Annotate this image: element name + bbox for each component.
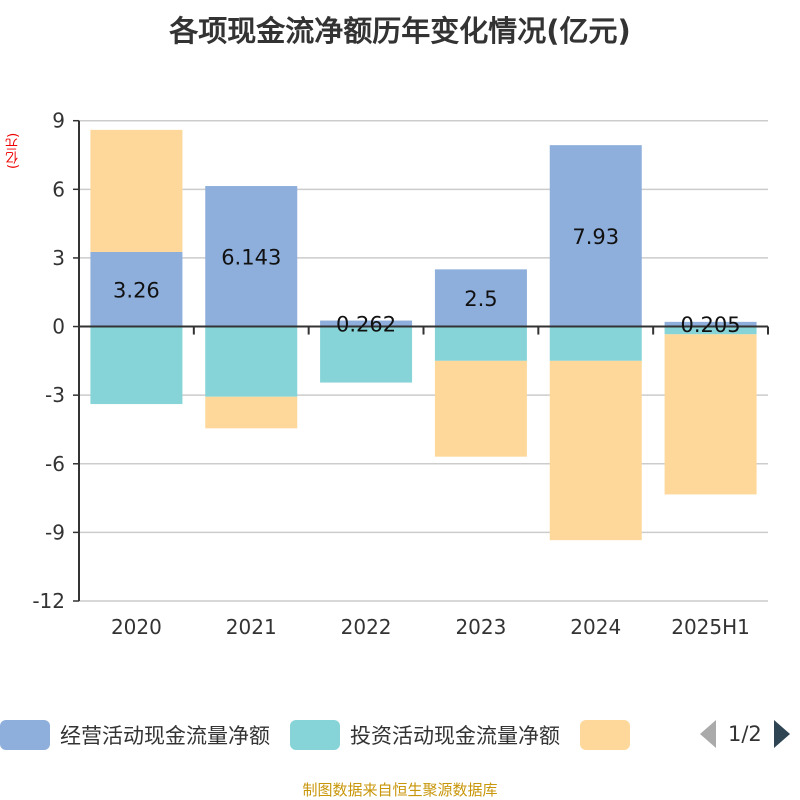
legend-swatch — [580, 720, 630, 750]
data-label: 0.205 — [681, 313, 741, 337]
legend-page-indicator: 1/2 — [728, 722, 762, 746]
bar-0-2023 — [434, 269, 527, 327]
prev-page-icon[interactable] — [700, 720, 716, 748]
bar-1-2021 — [205, 326, 298, 397]
legend-swatch — [0, 720, 50, 750]
bar-2-2023 — [434, 360, 527, 457]
plot-area: 9 6 3 0 -3 -6 -9 -12 2020 2021 2022 2023 2024 2025H1 3… — [32, 109, 769, 639]
bar-1-2024 — [549, 326, 642, 361]
data-label: 2.5 — [464, 287, 497, 311]
y-tick-label: -9 — [45, 520, 65, 544]
legend-pager: 1/2 — [700, 720, 790, 748]
y-tick-label: -12 — [32, 589, 65, 613]
bar-2-2021 — [205, 396, 298, 429]
y-tick-label: -6 — [45, 452, 65, 476]
y-tick-label: 0 — [52, 315, 65, 339]
x-tick-label: 2020 — [111, 615, 162, 639]
chart-title: 各项现金流净额历年变化情况(亿元) — [169, 14, 631, 48]
bar-1-2023 — [434, 326, 527, 361]
y-tick-label: 3 — [52, 246, 65, 270]
data-label: 6.143 — [221, 245, 281, 269]
x-tick-label: 2022 — [341, 615, 392, 639]
legend-label: 投资活动现金流量净额 — [350, 724, 560, 748]
bar-0-2021 — [205, 186, 298, 327]
source-note: 制图数据来自恒生聚源数据库 — [302, 781, 498, 799]
x-tick-label: 2023 — [455, 615, 506, 639]
legend-item-financing[interactable] — [580, 720, 640, 750]
x-tick-label: 2021 — [226, 615, 277, 639]
legend: 经营活动现金流量净额 投资活动现金流量净额 — [0, 718, 660, 752]
y-tick-label: 9 — [52, 109, 65, 133]
bar-0-2024 — [549, 145, 642, 327]
bar-2-2024 — [549, 360, 642, 541]
bar-1-2025H1 — [664, 326, 757, 335]
bar-1-2022 — [320, 326, 413, 383]
legend-swatch — [290, 720, 340, 750]
bar-2-2020 — [90, 129, 183, 252]
legend-item-operating[interactable]: 经营活动现金流量净额 — [0, 720, 270, 750]
legend-label: 经营活动现金流量净额 — [60, 724, 270, 748]
legend-item-investing[interactable]: 投资活动现金流量净额 — [290, 720, 560, 750]
y-tick-label: -3 — [45, 383, 65, 407]
bar-0-2020 — [90, 251, 183, 327]
x-tick-label: 2024 — [570, 615, 621, 639]
bar-0-2025H1 — [664, 321, 757, 327]
x-tick-label: 2025H1 — [671, 615, 750, 639]
data-label: 7.93 — [572, 225, 619, 249]
data-label: 0.262 — [336, 313, 396, 337]
bar-1-2020 — [90, 326, 183, 405]
y-tick-label: 6 — [52, 177, 65, 201]
bar-2-2025H1 — [664, 334, 757, 495]
next-page-icon[interactable] — [773, 720, 790, 748]
data-label: 3.26 — [113, 278, 160, 302]
bar-0-2022 — [320, 320, 413, 327]
